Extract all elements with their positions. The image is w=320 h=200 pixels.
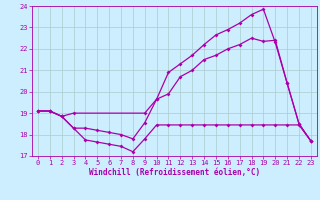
X-axis label: Windchill (Refroidissement éolien,°C): Windchill (Refroidissement éolien,°C) <box>89 168 260 177</box>
